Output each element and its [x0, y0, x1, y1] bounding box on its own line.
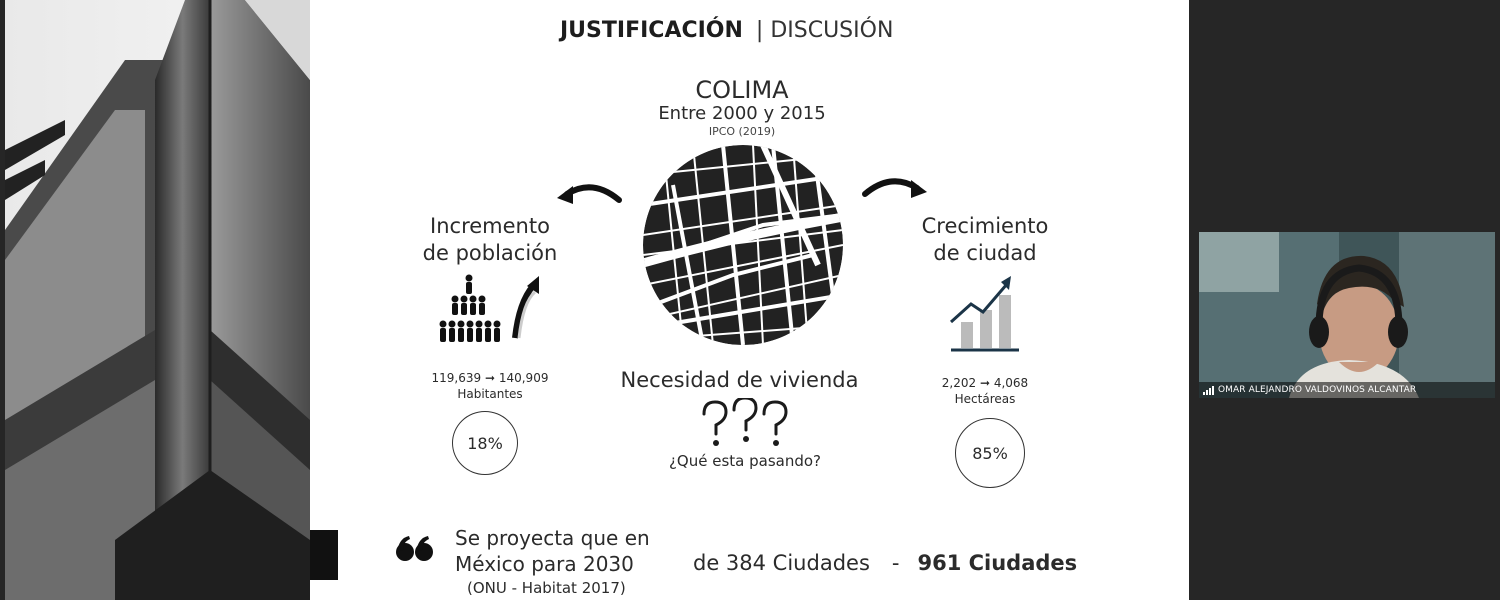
growth-percent: 85%	[972, 443, 1008, 463]
cities-dash: -	[891, 551, 900, 575]
arrow-right-icon	[862, 178, 927, 198]
building-photo	[5, 0, 310, 600]
question-marks-icon	[702, 398, 788, 446]
cities-to: 961 Ciudades	[917, 551, 1078, 575]
population-heading: Incremento de población	[410, 213, 570, 267]
participant-video	[1199, 232, 1495, 398]
hectares-figures: 2,202 ➞ 4,068 Hectáreas	[910, 375, 1060, 407]
shared-slide: JUSTIFICACIÓN | DISCUSIÓN COLIMA Entre 2…	[5, 0, 1189, 600]
growth-chart-icon	[949, 276, 1019, 352]
population-unit: Habitantes	[457, 387, 523, 401]
arrow-left-icon	[557, 184, 622, 204]
growth-percent-circle: 85%	[955, 418, 1025, 488]
signal-icon	[1203, 385, 1214, 395]
participant-name-bar: OMAR ALEJANDRO VALDOVINOS ALCANTAR	[1199, 382, 1495, 398]
population-heading-line2: de población	[422, 241, 558, 265]
city-map-icon	[643, 145, 843, 345]
population-values: 119,639 ➞ 140,909	[431, 371, 549, 385]
title-bold: JUSTIFICACIÓN	[560, 18, 743, 43]
city-growth-heading-line2: de ciudad	[933, 241, 1037, 265]
projection-source: (ONU - Habitat 2017)	[467, 579, 626, 597]
center-heading: COLIMA Entre 2000 y 2015 IPCO (2019)	[637, 77, 847, 139]
title-rest: | DISCUSIÓN	[755, 18, 894, 43]
population-percent: 18%	[467, 433, 503, 453]
city-count-projection: de 384 Ciudades -961 Ciudades	[693, 551, 1077, 575]
city-growth-heading-line1: Crecimiento	[921, 214, 1049, 238]
slide-title: JUSTIFICACIÓN | DISCUSIÓN	[560, 18, 893, 43]
cities-from: de 384 Ciudades	[693, 551, 870, 575]
slide-tab	[310, 530, 338, 580]
year-range: Entre 2000 y 2015	[658, 103, 826, 124]
participant-video-tile[interactable]: OMAR ALEJANDRO VALDOVINOS ALCANTAR	[1199, 232, 1495, 398]
population-percent-circle: 18%	[452, 411, 518, 475]
hectares-unit: Hectáreas	[954, 392, 1016, 406]
question-text: ¿Qué esta pasando?	[668, 452, 822, 470]
projection-text: Se proyecta que en México para 2030	[455, 525, 650, 577]
projection-line1: Se proyecta que en	[455, 526, 650, 550]
projection-line2: México para 2030	[455, 552, 634, 576]
population-icon	[439, 274, 539, 342]
population-figures: 119,639 ➞ 140,909 Habitantes	[415, 370, 565, 402]
population-heading-line1: Incremento	[430, 214, 550, 238]
housing-need-heading: Necesidad de vivienda	[620, 368, 859, 392]
quote-icon	[396, 536, 433, 561]
participant-name: OMAR ALEJANDRO VALDOVINOS ALCANTAR	[1218, 385, 1417, 395]
city-name: COLIMA	[695, 76, 789, 104]
city-growth-heading: Crecimiento de ciudad	[905, 213, 1065, 267]
center-source: IPCO (2019)	[708, 125, 776, 138]
hectares-values: 2,202 ➞ 4,068	[941, 376, 1029, 390]
